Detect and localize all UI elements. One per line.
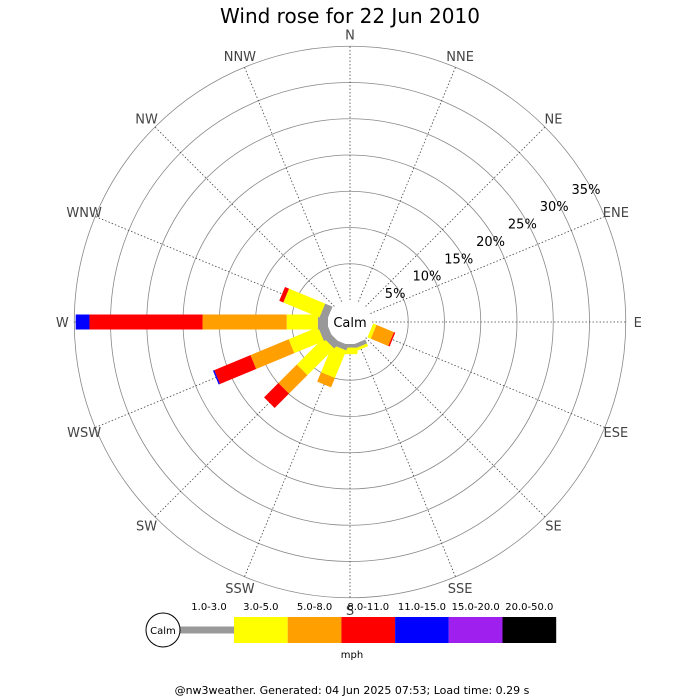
direction-label-e: E	[634, 316, 642, 331]
legend-label-7: 20.0-50.0	[505, 602, 553, 613]
legend-label-1: 1.0-3.0	[191, 602, 226, 613]
direction-label-se: SE	[545, 519, 561, 534]
petal-w-bin-3	[202, 314, 287, 330]
calm-label: Calm	[333, 316, 366, 331]
legend-swatch-3	[287, 617, 342, 643]
petal-sw-bin-3	[278, 364, 308, 394]
chart-title: Wind rose for 22 Jun 2010	[220, 4, 480, 28]
petal-ssw-bin-2	[321, 344, 347, 379]
direction-label-sse: SSE	[448, 582, 473, 597]
petal-wsw-bin-5	[212, 370, 221, 385]
ring-label-30: 30%	[540, 200, 569, 215]
spoke-se	[365, 337, 546, 518]
petal-sw-bin-2	[296, 337, 335, 376]
legend-unit-label: mph	[341, 650, 363, 661]
petal-sw-bin-4	[264, 383, 289, 408]
petal-w-bin-2	[286, 314, 318, 330]
direction-label-n: N	[345, 28, 355, 43]
petal-wnw-bin-1	[319, 303, 333, 321]
ring-label-35: 35%	[572, 183, 601, 198]
spoke-nnw	[244, 67, 342, 302]
petal-ese-bin-3	[370, 324, 394, 346]
direction-label-ssw: SSW	[225, 582, 255, 597]
legend-label-2: 3.0-5.0	[243, 602, 278, 613]
direction-label-nw: NW	[135, 113, 158, 128]
direction-label-sw: SW	[136, 519, 157, 534]
ring-label-15: 15%	[444, 252, 473, 267]
speed-legend: Calm 1.0-3.0 3.0-5.0 5.0-8.0 8.0-11.0 11.0-15…	[145, 602, 557, 661]
legend-label-4: 8.0-11.0	[347, 602, 389, 613]
wind-petals	[75, 286, 396, 408]
petal-ese-bin-2	[367, 323, 377, 339]
ring-35-percent	[73, 45, 627, 599]
spoke-ne	[365, 126, 546, 307]
ring-labels: 5% 10%15%20%25%30%35%	[385, 183, 601, 302]
legend-swatch-7	[502, 617, 557, 643]
direction-label-nnw: NNW	[224, 50, 256, 65]
legend-label-6: 15.0-20.0	[452, 602, 500, 613]
calm-circle	[328, 300, 372, 344]
spoke-ene	[370, 216, 605, 314]
direction-label-wnw: WNW	[66, 206, 102, 221]
legend-label-3: 5.0-8.0	[297, 602, 332, 613]
petal-ese-bin-4	[388, 332, 396, 347]
spoke-nw	[154, 126, 335, 307]
direction-labels: N NNE NE ENE E ESE SE SSE S SSW SW WSW W WNW NW NNW	[56, 28, 642, 619]
legend-calm-circle	[145, 612, 181, 648]
petal-ssw-bin-3	[317, 372, 335, 388]
ring-label-5: 5%	[385, 287, 406, 302]
footer-text: @nw3weather. Generated: 04 Jun 2025 07:5…	[175, 684, 530, 697]
direction-label-ne: NE	[544, 113, 562, 128]
legend-label-5: 11.0-15.0	[398, 602, 446, 613]
petal-wnw-bin-2	[283, 288, 326, 318]
legend-swatch-4	[341, 617, 396, 643]
calm-center: Calm	[328, 300, 372, 344]
spoke-sse	[358, 342, 456, 577]
direction-label-s: S	[346, 604, 354, 619]
petal-wsw-bin-4	[214, 355, 257, 384]
petal-w-bin-4	[89, 314, 203, 330]
petal-w-bin-5	[75, 314, 90, 330]
ring-label-20: 20%	[476, 235, 505, 250]
spoke-ese	[370, 330, 605, 428]
direction-label-ese: ESE	[604, 426, 629, 441]
direction-label-nne: NNE	[446, 50, 474, 65]
petal-wsw-bin-2	[288, 327, 324, 354]
ring-label-10: 10%	[412, 270, 441, 285]
direction-label-w: W	[56, 316, 69, 331]
legend-calm-label: Calm	[150, 626, 176, 637]
legend-swatch-2	[234, 617, 288, 643]
petal-wnw-bin-4	[279, 286, 290, 303]
direction-label-ene: ENE	[603, 206, 629, 221]
spoke-nne	[358, 67, 456, 302]
direction-label-wsw: WSW	[67, 426, 101, 441]
legend-swatch-5	[395, 617, 449, 643]
petal-wsw-bin-3	[250, 339, 295, 369]
legend-swatch-6	[448, 617, 503, 643]
ring-label-25: 25%	[508, 218, 537, 233]
